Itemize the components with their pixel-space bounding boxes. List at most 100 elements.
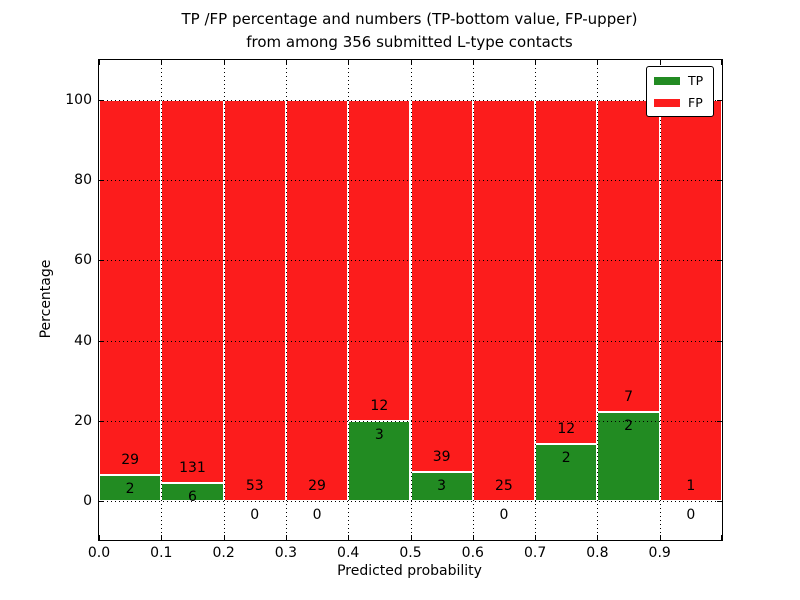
fp-count-label: 7 [624,388,634,405]
bar-segment-fp [161,100,224,484]
x-tick-label: 0.4 [337,545,360,561]
x-tick-mark-top [410,60,412,65]
gridline-vertical [410,60,412,540]
gridline-vertical [597,60,599,540]
y-tick-mark-right [717,501,722,502]
bar-segment-fp [223,100,286,501]
x-tick-mark [659,535,661,540]
gridline-horizontal [99,180,722,182]
bar-segment-fp [659,100,722,501]
tp-count-label: 3 [437,478,447,495]
y-tick-mark [99,100,104,101]
x-tick-mark-top [721,60,722,65]
bar-segment-fp [535,100,598,444]
x-tick-mark-top [161,60,163,65]
x-tick-mark [597,535,599,540]
x-tick-mark [348,535,350,540]
x-tick-mark-top [223,60,225,65]
tp-color-swatch [654,76,680,85]
y-tick-mark [99,260,104,262]
x-tick-label: 0.2 [212,545,235,561]
y-tick-mark [99,420,104,422]
legend: TP FP [646,66,714,117]
y-tick-mark [99,340,104,342]
tp-count-label: 0 [499,507,509,523]
y-tick-label: 40 [74,332,92,349]
tp-count-label: 2 [624,417,634,434]
gridline-horizontal [99,420,722,422]
y-tick-mark-right [717,420,722,422]
x-tick-label: 0.8 [586,545,609,561]
bar-segment-tp [99,475,162,501]
bar-segment-fp [285,100,349,501]
y-tick-label: 100 [65,92,92,108]
x-tick-label: 0.3 [274,545,298,561]
bar-segment-fp [597,100,660,412]
bar-segment-tp [348,420,411,501]
x-tick-label: 0.9 [648,545,671,561]
tp-count-label: 0 [312,507,322,523]
x-tick-mark [472,535,474,540]
bar-segment-fp [472,100,536,501]
gridline-horizontal [99,260,722,262]
gridline-horizontal [99,501,722,502]
tp-count-label: 3 [374,426,384,443]
legend-entry-fp: FP [654,95,706,110]
gridline-vertical [535,60,537,540]
legend-entry-tp: TP [654,73,706,88]
x-tick-label: 0.7 [523,545,547,561]
x-tick-mark-top [659,60,661,65]
x-tick-mark [161,535,163,540]
x-tick-label: 0.1 [150,545,173,561]
x-tick-mark-top [285,60,287,65]
tp-count-label: 0 [686,507,696,523]
tp-count-label: 0 [250,507,260,523]
gridline-vertical [161,60,163,540]
fp-count-label: 29 [308,478,326,494]
y-tick-mark-right [717,100,722,101]
chart-title-line2: from among 356 submitted L-type contacts [246,33,573,51]
chart-title-line1: TP /FP percentage and numbers (TP-bottom… [181,10,638,28]
y-tick-mark-right [717,180,722,182]
legend-label-tp: TP [688,73,704,88]
fp-count-label: 131 [179,460,206,477]
gridline-vertical [472,60,474,540]
fp-count-label: 25 [495,478,513,494]
gridline-vertical [659,60,661,540]
chart-title: TP /FP percentage and numbers (TP-bottom… [98,8,721,54]
x-tick-mark [410,535,412,540]
y-tick-label: 60 [74,252,92,269]
legend-label-fp: FP [688,95,703,110]
x-axis-label: Predicted probability [337,563,482,579]
fp-count-label: 39 [432,449,451,466]
bar-segment-fp [99,100,162,476]
gridline-horizontal [99,100,722,101]
fp-count-label: 1 [686,478,696,494]
fp-count-label: 12 [557,420,576,437]
y-tick-label: 0 [83,493,92,509]
x-tick-label: 0.5 [399,545,422,561]
fp-color-swatch [654,98,680,107]
fp-count-label: 12 [370,397,389,414]
x-tick-mark-top [99,60,100,65]
x-tick-mark [99,535,100,540]
gridline-vertical [285,60,287,540]
x-tick-mark-top [597,60,599,65]
x-tick-label: 0.0 [87,545,111,561]
y-tick-label: 80 [74,172,92,189]
fp-count-label: 29 [121,452,140,469]
y-tick-mark [99,180,104,182]
x-tick-label: 0.6 [461,545,484,561]
x-tick-mark [285,535,287,540]
y-tick-label: 20 [74,412,92,429]
x-tick-mark [223,535,225,540]
gridline-horizontal [99,340,722,342]
y-axis-label: Percentage [38,259,54,339]
x-tick-mark [535,535,537,540]
fp-count-label: 53 [245,478,264,494]
y-tick-mark-right [717,260,722,262]
gridline-vertical [348,60,350,540]
plot-area: 0.0 0.1 0.2 0.3 0.4 0.5 0.6 0.7 0.8 0.9 0 20 40 60 80 1… [65,59,723,561]
tp-count-label: 2 [561,449,571,466]
